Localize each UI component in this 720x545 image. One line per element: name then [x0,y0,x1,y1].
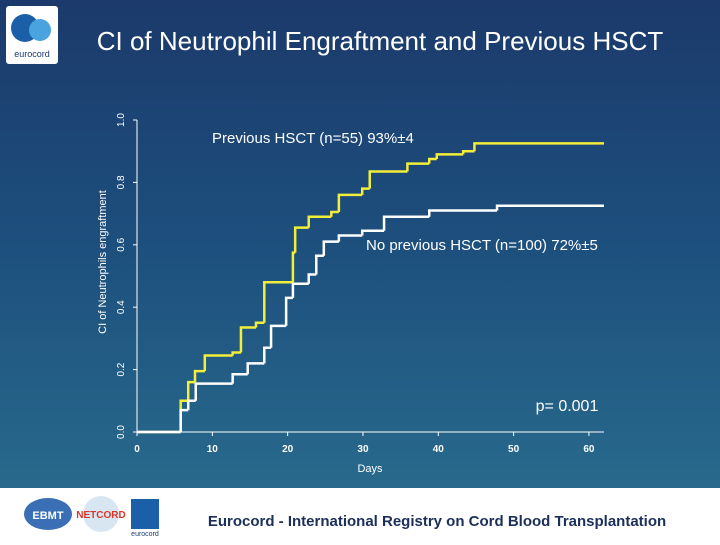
logo-mark [131,499,159,529]
step-segment [194,382,233,401]
step-segment [269,324,287,348]
step-segment [322,240,339,256]
step-segment [284,296,293,326]
logo-mark [24,498,72,530]
logo-text: NETCORD [76,510,125,521]
step-segment [293,226,309,253]
step-segment [337,234,363,242]
p-value: p= 0.001 [536,398,599,415]
step-segment [291,251,296,283]
step-segment [291,282,309,298]
step-segment [360,229,385,236]
chart-title: CI of Neutrophil Engraftment and Previou… [97,26,664,56]
x-tick-label: 10 [207,444,219,455]
footer-band [0,488,720,540]
x-tick-label: 40 [433,444,445,455]
step-segment [360,187,370,195]
step-segment [239,326,257,353]
y-tick-label: 0.2 [116,362,127,376]
step-segment [231,351,241,356]
step-segment [495,204,604,211]
y-tick-label: 0.0 [116,425,127,439]
step-segment [263,346,272,364]
step-segment [203,354,233,372]
y-tick-label: 0.8 [116,175,127,189]
step-segment [330,210,339,217]
step-segment [382,215,430,231]
logo-mark [29,19,51,41]
step-segment [368,170,408,189]
step-segment [406,162,430,172]
x-tick-label: 0 [134,444,140,455]
logo-mark [83,496,119,532]
step-segment [337,193,363,213]
series-label: Previous HSCT (n=55) 93%±4 [212,130,414,147]
step-segment [307,215,332,228]
step-segment [186,399,196,411]
step-segment [315,254,324,275]
logo-text: eurocord [14,49,50,59]
step-segment [461,149,475,155]
y-tick-label: 0.4 [116,300,127,314]
step-segment [231,373,248,384]
logo-text: eurocord [131,531,159,538]
step-segment [263,280,293,323]
y-axis-label: CI of Neutrophils engraftment [97,190,109,334]
x-tick-label: 50 [508,444,520,455]
step-segment [428,209,498,217]
step-segment [435,153,464,159]
x-axis-label: Days [357,463,383,475]
step-segment [307,273,317,284]
step-segment [254,321,265,328]
series-label: No previous HSCT (n=100) 72%±5 [366,237,598,254]
step-segment [193,369,205,383]
footer-text: Eurocord - International Registry on Cor… [208,513,666,530]
step-segment [428,157,437,164]
step-segment [186,380,195,401]
step-segment [473,142,604,152]
step-segment [246,362,265,375]
x-tick-label: 20 [282,444,294,455]
x-tick-label: 30 [357,444,369,455]
step-segment [179,408,189,432]
logo-text: EBMT [32,510,63,522]
x-tick-label: 60 [583,444,595,455]
y-tick-label: 0.6 [116,237,127,251]
y-tick-label: 1.0 [116,113,127,127]
